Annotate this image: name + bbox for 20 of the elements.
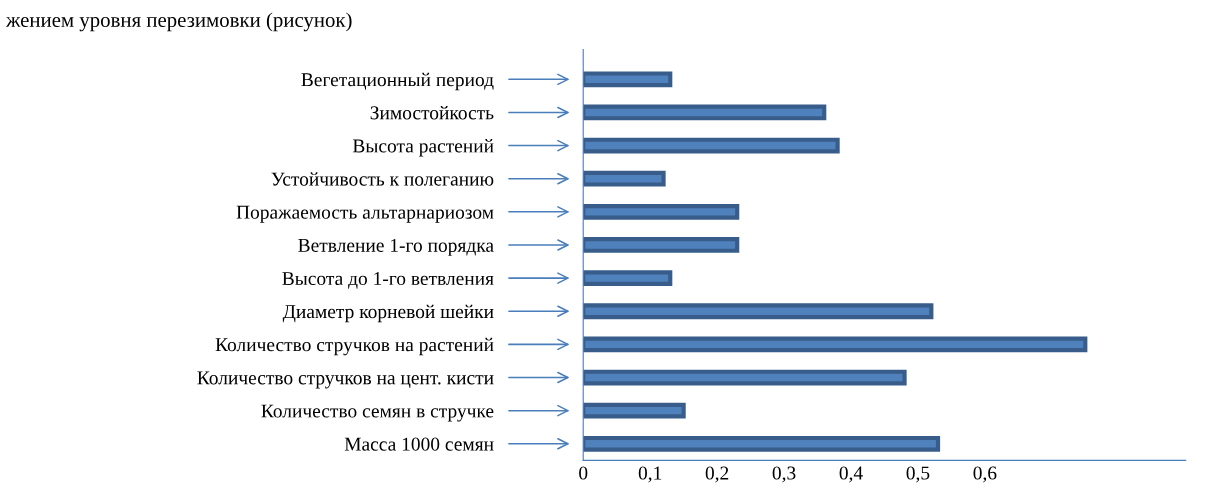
x-tick-label: 0,5 (906, 466, 930, 483)
y-tick-label: Зимостойкость (370, 105, 494, 120)
y-tick-label: Масса 1000 семян (344, 437, 494, 451)
y-tick-label: Количество семян в стручке (261, 404, 494, 422)
x-tick-label: 0,6 (973, 466, 997, 483)
x-tick-label: 0 (579, 466, 588, 480)
x-tick-label: 0,3 (772, 466, 796, 483)
y-tick-label: Вегетационный период (301, 72, 494, 91)
x-tick-label: 0,4 (839, 466, 863, 483)
y-tick-label: Ветвление 1-го порядка (298, 238, 494, 256)
y-tick-label: Количество стручков на растений (215, 337, 494, 356)
x-tick-label: 0,2 (705, 466, 729, 483)
text: жением уровня перезимовки (рисунок) (5, 12, 352, 32)
y-tick-label: Высота до 1-го ветвления (282, 272, 494, 289)
y-tick-label: Высота растений (352, 139, 494, 157)
y-tick-label: Поражаемость альтарнариозом (236, 205, 494, 223)
y-tick-label: Устойчивость к полеганию (271, 172, 494, 186)
y-tick-label: Диаметр корневой шейки (282, 304, 494, 323)
y-tick-label: Количество стручков на цент. кисти (197, 371, 494, 389)
x-tick-label: 0,1 (638, 466, 662, 483)
